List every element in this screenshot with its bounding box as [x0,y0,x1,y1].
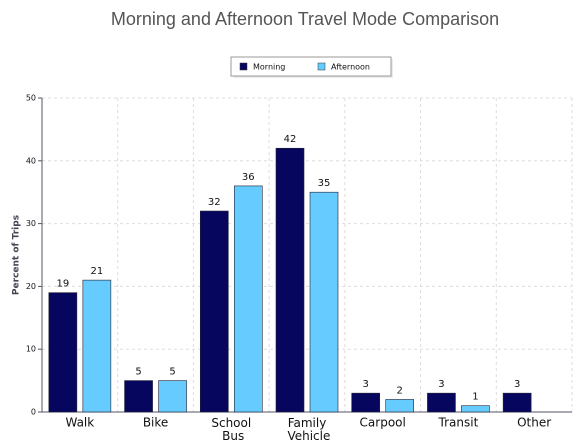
value-label: 19 [56,279,69,290]
legend-label: Morning [253,63,285,72]
value-label: 32 [208,197,221,208]
value-label: 42 [284,134,297,145]
bar [461,405,490,413]
value-label: 21 [90,266,103,277]
bar [427,392,456,413]
x-tick-label: Family Vehicle [284,416,331,443]
bar [199,210,229,413]
x-tick-label: Transit [438,416,479,430]
bar [124,380,153,413]
bar [48,292,78,413]
value-label: 2 [397,385,403,396]
y-axis-label: Percent of Trips [12,215,22,295]
y-tick-label: 40 [26,156,36,165]
y-tick-label: 10 [26,345,36,354]
value-label: 3 [514,379,520,390]
x-tick-label: Carpool [360,416,406,430]
value-label: 36 [242,172,255,183]
value-label: 3 [438,379,444,390]
value-label: 5 [135,367,141,378]
x-tick-label: School Bus [211,416,251,443]
y-tick-label: 30 [26,219,36,228]
y-tick-label: 50 [26,94,36,103]
chart-title: Morning and Afternoon Travel Mode Compar… [111,9,499,29]
y-tick-label: 0 [31,408,36,417]
value-label: 1 [472,392,478,403]
bar [82,279,112,413]
legend-swatch [317,62,326,71]
y-tick-label: 20 [26,282,36,291]
bar [158,380,187,413]
bar [275,147,305,413]
x-tick-label: Walk [65,416,94,430]
bar [309,191,339,413]
bar [385,399,415,413]
value-label: 5 [169,367,175,378]
legend-label: Afternoon [331,63,370,72]
value-label: 35 [318,178,331,189]
x-tick-label: Bike [143,416,168,430]
bar [502,392,532,413]
legend-swatch [239,62,248,71]
legend-frame [230,56,392,77]
x-tick-label: Other [517,416,551,430]
bar [233,185,263,413]
value-label: 3 [363,379,369,390]
bar [351,392,381,413]
